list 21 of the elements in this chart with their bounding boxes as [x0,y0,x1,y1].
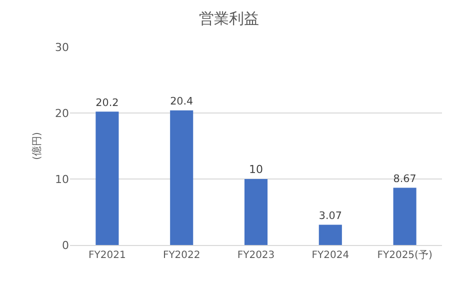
bar [393,188,416,245]
data-label: 20.4 [170,96,194,108]
x-tick-label: FY2021 [88,250,126,261]
y-tick-label: 10 [55,172,69,186]
bar [318,224,342,245]
y-tick-label: 30 [55,40,69,54]
bar [96,112,119,245]
bar [170,110,194,245]
x-tick-label: FY2023 [237,250,275,261]
y-axis-title: (億円) [31,132,43,160]
data-label: 8.67 [393,172,416,185]
x-tick-label: FY2024 [312,250,350,261]
data-label: 3.07 [318,210,342,222]
y-tick-label: 20 [55,106,69,120]
y-tick-label: 0 [62,238,69,252]
data-label: 10 [249,163,263,176]
x-tick-label: FY2025(予) [377,250,432,261]
x-tick-label: FY2022 [162,250,200,261]
chart-title: 営業利益 [199,10,259,28]
bar [244,179,268,245]
data-label: 20.2 [96,96,119,109]
